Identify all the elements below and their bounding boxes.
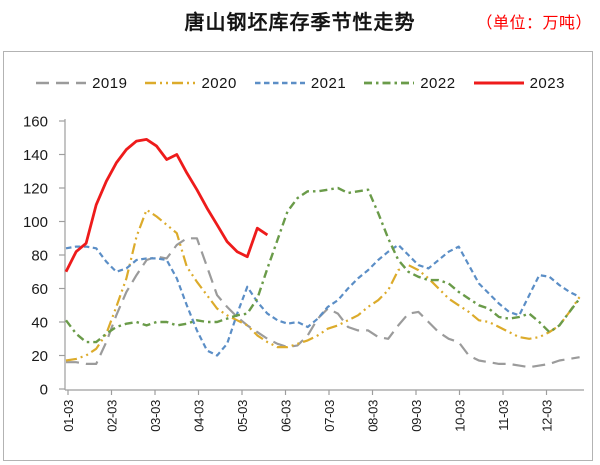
series-line-2023	[64, 137, 269, 273]
series-line-2019	[66, 237, 580, 369]
y-axis-label: 160	[23, 114, 48, 131]
legend-item-2020: 2020	[144, 75, 236, 92]
y-axis-label: 20	[31, 348, 48, 365]
legend-label-2020: 2020	[201, 74, 237, 92]
y-axis-label: 60	[31, 281, 48, 298]
legend-line-sample-2021	[254, 81, 305, 85]
x-axis-label: 05-03	[235, 400, 250, 432]
y-axis-label: 140	[23, 147, 48, 164]
legend-line-sample-2019	[36, 81, 87, 85]
y-axis-label: 100	[23, 214, 48, 231]
x-axis-label: 04-03	[192, 400, 207, 432]
y-axis-label: 0	[40, 382, 48, 399]
legend: 2019 2020 2021 2022 2023	[0, 70, 600, 96]
x-axis-label: 07-03	[322, 400, 337, 432]
series-line-2020	[65, 208, 581, 362]
legend-line-sample-2020	[145, 81, 196, 85]
x-axis-label: 02-03	[105, 400, 120, 432]
legend-label-2023: 2023	[529, 74, 565, 92]
y-axis-label: 40	[31, 315, 48, 332]
unit-label: （单位：万吨）	[476, 13, 592, 32]
legend-item-2023: 2023	[473, 75, 565, 92]
x-axis-label: 10-03	[453, 400, 468, 432]
legend-label-2021: 2021	[310, 74, 347, 92]
x-axis-label: 09-03	[409, 400, 424, 432]
legend-line-sample-2022	[364, 81, 415, 85]
x-axis-label: 01-03	[61, 400, 76, 432]
title-row: 唐山钢坯库存季节性走势 （单位：万吨）	[0, 6, 600, 40]
x-axis-label: 08-03	[366, 400, 381, 432]
series-line-2022	[65, 186, 581, 344]
series-line-2021	[65, 243, 581, 357]
y-axis-label: 80	[31, 248, 48, 265]
legend-item-2019: 2019	[35, 75, 127, 92]
x-axis-label: 03-03	[148, 400, 163, 432]
x-axis-label: 12-03	[540, 400, 555, 432]
legend-label-2019: 2019	[92, 74, 128, 92]
legend-label-2022: 2022	[420, 74, 456, 92]
x-axis-label: 11-03	[496, 400, 511, 431]
y-axis-label: 120	[23, 181, 48, 198]
x-axis-label: 06-03	[279, 400, 294, 432]
chart-title: 唐山钢坯库存季节性走势	[184, 12, 416, 34]
legend-line-sample-2023	[473, 81, 524, 85]
legend-item-2022: 2022	[363, 75, 455, 92]
legend-item-2021: 2021	[254, 75, 346, 92]
